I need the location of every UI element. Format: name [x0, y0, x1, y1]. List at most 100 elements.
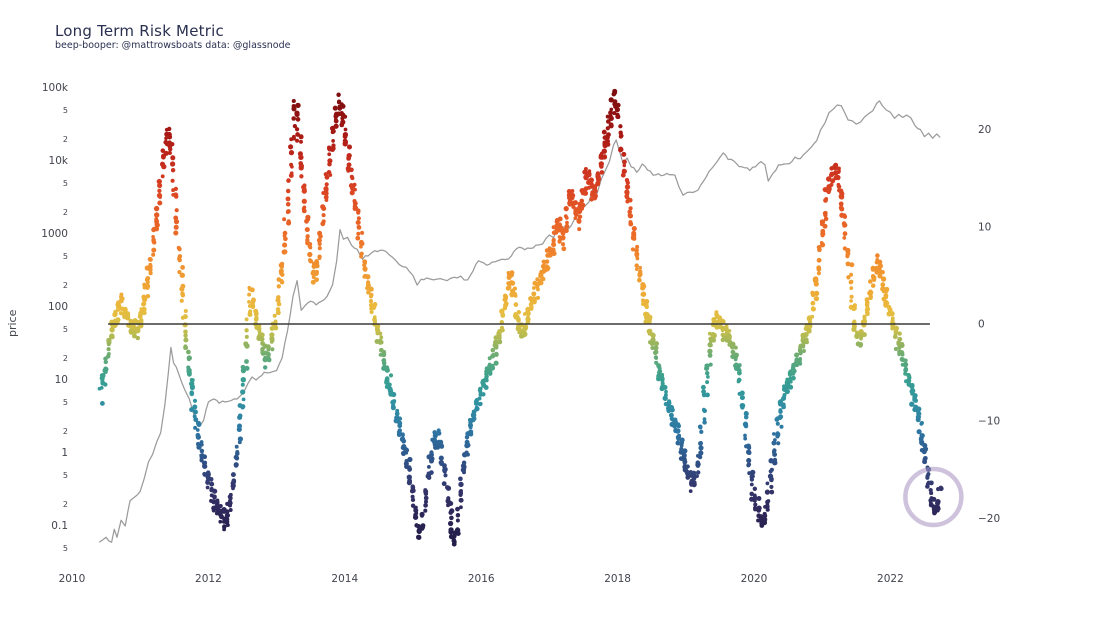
risk-dot [880, 270, 885, 275]
risk-dot [167, 134, 173, 140]
risk-dot [781, 387, 786, 392]
risk-dot [177, 270, 182, 275]
risk-dot [781, 404, 786, 410]
risk-dot [771, 450, 776, 454]
risk-dot [496, 333, 502, 339]
risk-dot [580, 202, 586, 208]
risk-dot [332, 105, 338, 111]
risk-dot [779, 424, 784, 429]
risk-dot [119, 295, 124, 300]
risk-dot [342, 134, 348, 140]
risk-dot [395, 408, 400, 413]
risk-dot [503, 302, 508, 308]
risk-dot [797, 347, 803, 352]
risk-dot [360, 230, 365, 235]
risk-dot [628, 197, 633, 203]
risk-dot [601, 129, 607, 135]
risk-dot [285, 202, 291, 207]
risk-dot [893, 325, 900, 331]
risk-dot [720, 332, 726, 338]
risk-dot [928, 488, 933, 493]
risk-dot [266, 344, 271, 349]
risk-dot [432, 437, 437, 442]
risk-dot [462, 464, 467, 470]
risk-dot [451, 541, 457, 547]
left-tick-label: 2 [63, 281, 68, 290]
risk-dot [654, 356, 659, 360]
risk-dot [442, 468, 447, 473]
risk-dot [455, 506, 460, 512]
risk-dot [634, 251, 640, 256]
risk-dot [228, 496, 233, 501]
left-tick-label: 2 [63, 208, 68, 217]
risk-dot [99, 373, 104, 378]
risk-dot [99, 400, 105, 406]
risk-dot [531, 291, 537, 297]
risk-dot [262, 343, 268, 349]
risk-dot [609, 107, 614, 112]
risk-dot [398, 424, 402, 428]
risk-dot [705, 380, 710, 385]
risk-dot [327, 152, 332, 157]
risk-dot [810, 314, 815, 319]
risk-dot [279, 279, 285, 285]
risk-dot [861, 332, 867, 338]
risk-dot [565, 220, 569, 225]
risk-dot [145, 276, 151, 281]
risk-dot [313, 270, 319, 276]
risk-dot [244, 317, 249, 322]
risk-dot [208, 477, 214, 482]
risk-dot [467, 417, 472, 422]
risk-dot [649, 340, 655, 346]
risk-dot [477, 402, 482, 407]
risk-dot [625, 195, 630, 200]
risk-dot [551, 237, 556, 242]
risk-dot [305, 235, 310, 239]
risk-dot [753, 502, 758, 507]
risk-dot [910, 388, 916, 394]
risk-dot [295, 117, 301, 122]
risk-dot [403, 461, 409, 467]
risk-dot [412, 514, 419, 520]
risk-dot [352, 182, 357, 187]
risk-dot [384, 365, 390, 370]
risk-dot [608, 122, 614, 128]
risk-dot [215, 498, 220, 503]
risk-dot [858, 328, 864, 335]
risk-dot [106, 342, 111, 347]
risk-dot [317, 230, 323, 236]
risk-dot [577, 220, 582, 224]
risk-dot [499, 308, 505, 314]
risk-dot [387, 382, 392, 387]
risk-dot [702, 417, 707, 421]
risk-dot [679, 437, 685, 443]
risk-dot [921, 448, 927, 455]
risk-dot [254, 311, 259, 316]
risk-dot [918, 436, 924, 441]
risk-dot [365, 274, 371, 280]
risk-dot [158, 195, 162, 199]
risk-dot [401, 438, 407, 444]
risk-dot [737, 370, 742, 376]
risk-dot [106, 347, 111, 352]
risk-dot [362, 275, 367, 279]
risk-dot [324, 198, 329, 202]
risk-dot [464, 450, 469, 455]
risk-dot [390, 399, 396, 405]
risk-dot [282, 242, 288, 248]
risk-dot [358, 241, 364, 246]
risk-dot [276, 301, 282, 307]
risk-dot [602, 154, 607, 159]
risk-dot [706, 375, 710, 379]
risk-dot [743, 411, 749, 416]
risk-dot [359, 254, 364, 259]
risk-dot [456, 513, 460, 517]
risk-dot [849, 272, 854, 277]
risk-dot [420, 511, 425, 516]
risk-dot [875, 253, 880, 258]
risk-dot [235, 450, 240, 454]
risk-dot [640, 291, 647, 297]
risk-dot [128, 318, 134, 324]
risk-dot [499, 325, 505, 331]
risk-dot [298, 161, 304, 166]
